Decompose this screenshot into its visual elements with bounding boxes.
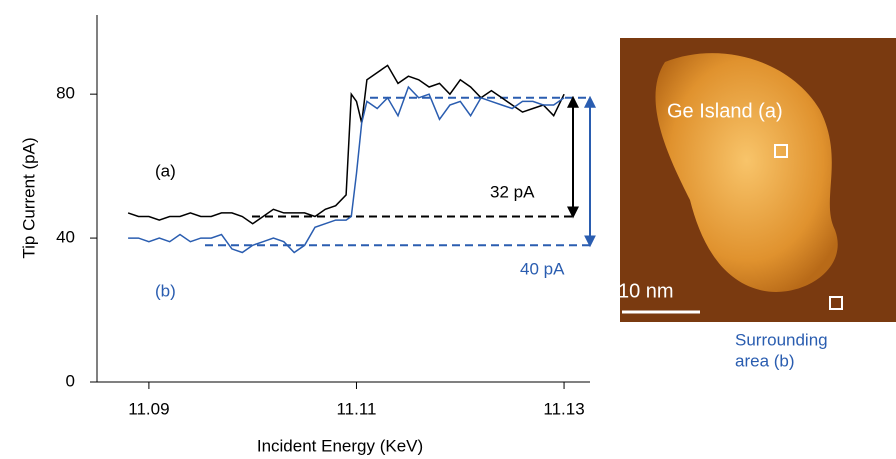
y-tick-label: 0 [66, 371, 75, 390]
island-label: Ge Island (a) [667, 100, 783, 122]
annotation: (b) [155, 281, 176, 300]
x-axis-title: Incident Energy (KeV) [257, 436, 423, 455]
y-tick-label: 40 [56, 228, 75, 247]
x-tick-label: 11.13 [543, 399, 584, 418]
caption-line: area (b) [735, 351, 795, 370]
y-axis-title: Tip Current (pA) [19, 137, 38, 258]
series-line [128, 85, 565, 254]
annotation: 40 pA [520, 259, 565, 278]
marker-b [829, 296, 843, 310]
annotation: (a) [155, 161, 176, 180]
marker-a [774, 144, 788, 158]
caption-line: Surrounding [735, 330, 828, 349]
scale-label: 10 nm [618, 280, 674, 302]
annotation: 32 pA [490, 182, 535, 201]
series-line [127, 64, 565, 225]
island [655, 53, 838, 292]
y-tick-label: 80 [56, 84, 75, 103]
stm-image: Ge Island (a) 10 nm [618, 38, 896, 322]
x-tick-label: 11.09 [128, 399, 169, 418]
x-tick-label: 11.11 [336, 399, 376, 418]
